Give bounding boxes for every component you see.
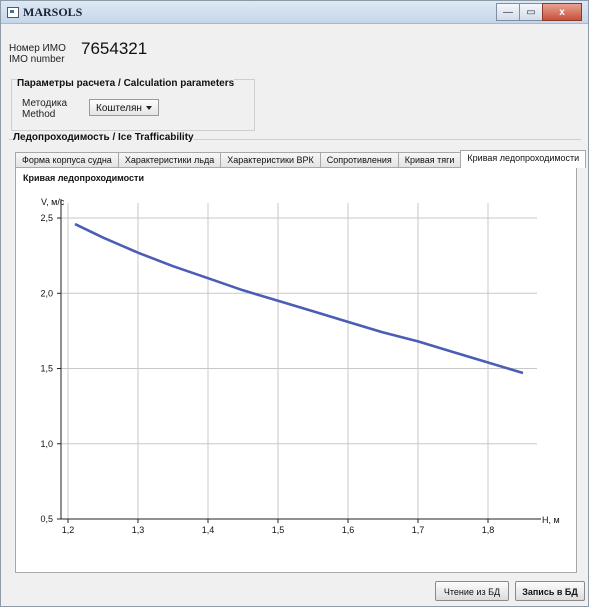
app-window-icon (7, 7, 19, 18)
maximize-button[interactable]: ▭ (519, 3, 543, 21)
series-line (74, 222, 524, 375)
y-axis-label: V, м/с (41, 197, 65, 207)
tab-vrk-characteristics[interactable]: Характеристики ВРК (220, 152, 321, 168)
read-from-db-button[interactable]: Чтение из БД (435, 581, 509, 601)
x-tick-label: 1,3 (132, 525, 145, 535)
window-title: MARSOLS (23, 5, 83, 19)
x-axis-label: H, м (542, 515, 560, 525)
window-controls: — ▭ x (496, 3, 582, 21)
minimize-button[interactable]: — (496, 3, 520, 21)
y-tick-label: 0,5 (40, 514, 53, 524)
ice-trafficability-group (9, 139, 581, 576)
method-label-en: Method (22, 109, 56, 120)
imo-label-en: IMO number (9, 54, 65, 65)
method-select[interactable]: Коштелян (89, 99, 159, 116)
imo-label: Номер ИМО IMO number (9, 43, 66, 65)
x-tick-label: 1,4 (202, 525, 215, 535)
ice-trafficability-chart: 1,2 1,3 1,4 1,5 1,6 1,7 1,8 0,5 1,0 1,5 2,0 2,5 V, … (40, 197, 560, 535)
method-label: Методика Method (22, 98, 67, 120)
write-to-db-button[interactable]: Запись в БД (515, 581, 585, 601)
close-button[interactable]: x (542, 3, 582, 21)
tab-resistances[interactable]: Сопротивления (319, 152, 399, 168)
x-tick-label: 1,7 (412, 525, 425, 535)
tab-ice-characteristics[interactable]: Характеристики льда (117, 152, 222, 168)
chart-title: Кривая ледопроходимости (23, 173, 144, 183)
x-tick-label: 1,2 (62, 525, 75, 535)
tab-hull-shape[interactable]: Форма корпуса судна (15, 152, 119, 168)
method-selected-value: Коштелян (96, 103, 142, 114)
imo-number-value: 7654321 (81, 39, 148, 58)
method-label-ru: Методика (22, 98, 68, 109)
y-tick-label: 2,5 (40, 213, 53, 223)
ice-trafficability-title: Ледопроходимость / Ice Trafficability (13, 132, 194, 143)
x-tick-label: 1,5 (272, 525, 285, 535)
imo-label-ru: Номер ИМО (9, 43, 66, 54)
tab-thrust-curve[interactable]: Кривая тяги (397, 152, 462, 168)
tab-panel (15, 167, 577, 573)
x-tick-label: 1,6 (342, 525, 355, 535)
y-tick-label: 1,5 (40, 364, 53, 374)
calculation-parameters-title: Параметры расчета / Calculation paramete… (17, 78, 235, 89)
tab-bar: Форма корпуса судна Характеристики льда … (15, 150, 587, 168)
tab-ice-trafficability-curve[interactable]: Кривая ледопроходимости (460, 150, 587, 168)
x-tick-label: 1,8 (482, 525, 495, 535)
y-tick-label: 1,0 (40, 439, 53, 449)
title-bar[interactable]: MARSOLS — ▭ x (1, 1, 588, 24)
y-tick-label: 2,0 (40, 288, 53, 298)
chevron-down-icon (146, 106, 152, 110)
